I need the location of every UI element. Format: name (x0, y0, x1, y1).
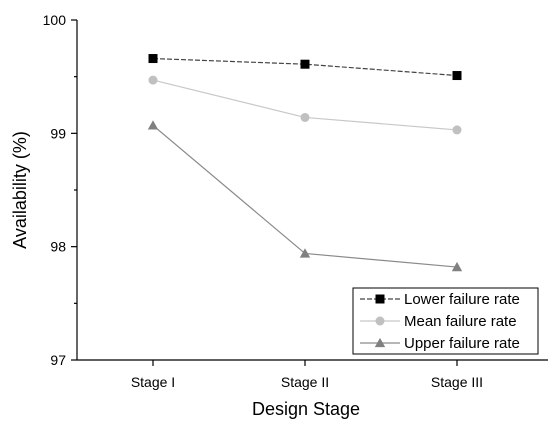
x-tick-label: Stage I (131, 374, 175, 390)
data-point (451, 261, 463, 272)
x-tick-label: Stage III (431, 374, 483, 390)
legend-label: Lower failure rate (404, 291, 520, 308)
data-point (452, 71, 462, 81)
data-point (147, 120, 159, 130)
x-ticks: Stage I Stage II Stage III (131, 360, 483, 390)
data-point (375, 294, 385, 304)
legend: Lower failure rate Mean failure rate Upper… (352, 287, 539, 355)
series-line (152, 79, 458, 131)
data-point (374, 337, 386, 348)
y-tick-label: 100 (43, 12, 67, 28)
data-point (300, 112, 310, 122)
legend-label: Upper failure rate (404, 335, 520, 352)
data-point (148, 75, 158, 85)
y-tick-label: 98 (50, 239, 66, 255)
x-axis-title: Design Stage (252, 399, 360, 419)
data-point (452, 125, 462, 135)
y-axis-title: Availability (%) (10, 131, 30, 249)
y-tick-label: 99 (50, 125, 66, 141)
data-point (300, 59, 310, 69)
series-line (152, 124, 458, 268)
legend-label: Mean failure rate (404, 313, 517, 330)
x-tick-label: Stage II (281, 374, 329, 390)
series-group (147, 54, 463, 272)
y-tick-label: 97 (50, 352, 66, 368)
y-ticks: 97 98 99 100 (43, 12, 77, 368)
series-line (152, 57, 458, 77)
data-point (375, 316, 385, 326)
data-point (148, 54, 158, 64)
data-point (299, 248, 311, 258)
